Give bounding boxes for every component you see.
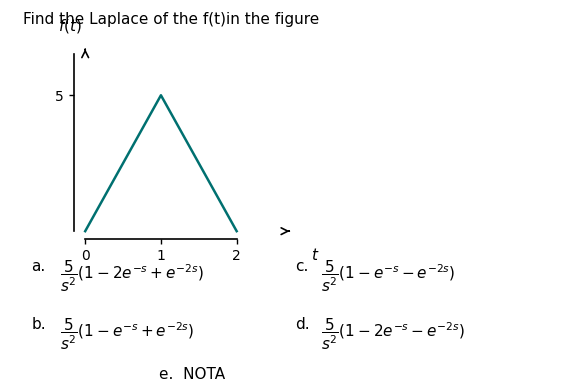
Text: b.: b.	[31, 317, 46, 332]
Text: a.: a.	[31, 259, 45, 274]
Text: $\dfrac{5}{s^2}(1 - 2e^{-s} - e^{-2s})$: $\dfrac{5}{s^2}(1 - 2e^{-s} - e^{-2s})$	[321, 317, 465, 352]
Text: Find the Laplace of the f(t)in the figure: Find the Laplace of the f(t)in the figur…	[23, 12, 319, 27]
Text: $\dfrac{5}{s^2}(1 - e^{-s} - e^{-2s})$: $\dfrac{5}{s^2}(1 - e^{-s} - e^{-2s})$	[321, 259, 456, 294]
Text: e.  NOTA: e. NOTA	[159, 367, 225, 382]
Text: d.: d.	[295, 317, 310, 332]
Text: $\dfrac{5}{s^2}(1 - e^{-s} + e^{-2s})$: $\dfrac{5}{s^2}(1 - e^{-s} + e^{-2s})$	[60, 317, 194, 352]
Text: $f(t)$: $f(t)$	[57, 17, 81, 35]
Text: c.: c.	[295, 259, 309, 274]
Text: $\dfrac{5}{s^2}(1 - 2e^{-s} + e^{-2s})$: $\dfrac{5}{s^2}(1 - 2e^{-s} + e^{-2s})$	[60, 259, 204, 294]
Text: $t$: $t$	[311, 247, 320, 263]
